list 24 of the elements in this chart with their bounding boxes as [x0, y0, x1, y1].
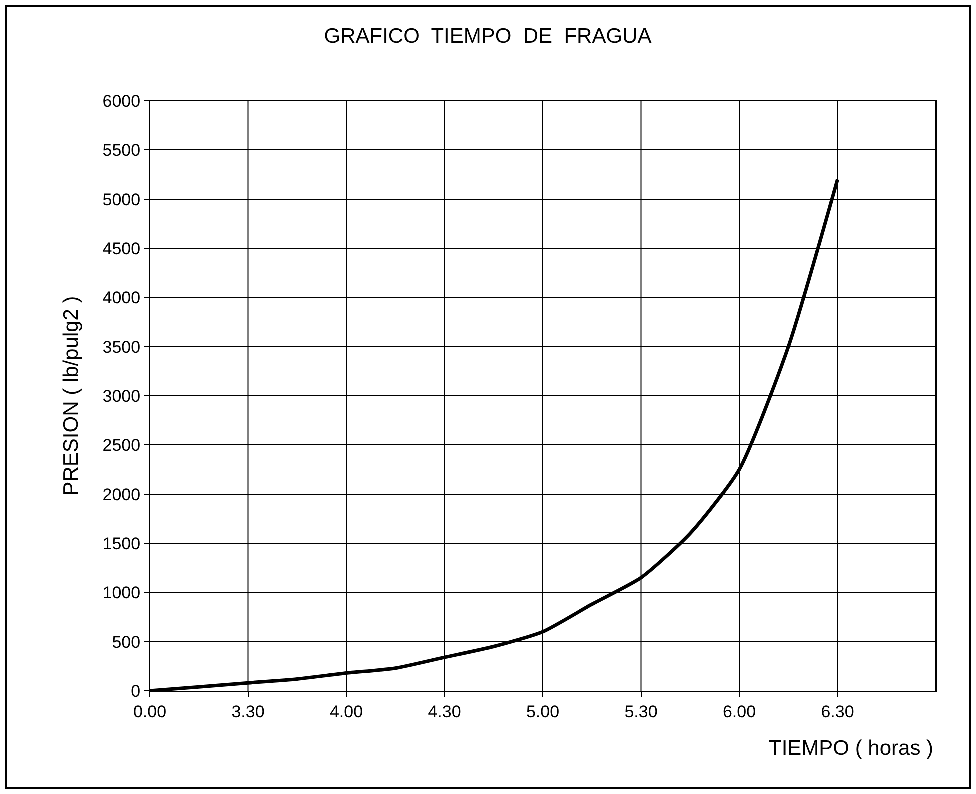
y-tick-label: 500: [112, 632, 141, 652]
x-tick-label: 0.00: [133, 702, 167, 722]
x-tick-label: 4.00: [330, 702, 364, 722]
y-tick-label: 6000: [102, 92, 141, 111]
x-tick-label: 5.00: [526, 702, 560, 722]
y-tick-label: 2500: [102, 436, 141, 456]
chart-title: GRAFICO TIEMPO DE FRAGUA: [324, 25, 652, 48]
y-tick-label: 3500: [102, 338, 141, 357]
y-tick-label: 5500: [102, 141, 141, 160]
y-tick-label: 1000: [102, 584, 141, 603]
y-tick-label: 3000: [102, 386, 141, 406]
x-tick-label: 3.30: [232, 702, 265, 722]
y-tick-label: 4500: [102, 239, 141, 258]
y-tick-label: 0: [131, 682, 141, 701]
x-tick-label: 4.30: [428, 702, 462, 722]
x-axis-title: TIEMPO ( horas ): [769, 737, 934, 760]
x-tick-label: 6.30: [821, 702, 854, 722]
x-tick-label: 5.30: [624, 702, 658, 722]
y-tick-label: 5000: [102, 190, 141, 210]
y-tick-label: 4000: [102, 288, 141, 308]
x-tick-label: 6.00: [722, 702, 756, 722]
y-tick-label: 1500: [102, 534, 141, 554]
y-axis-title: PRESION ( lb/pulg2 ): [60, 296, 83, 496]
y-tick-label: 2000: [102, 485, 141, 504]
